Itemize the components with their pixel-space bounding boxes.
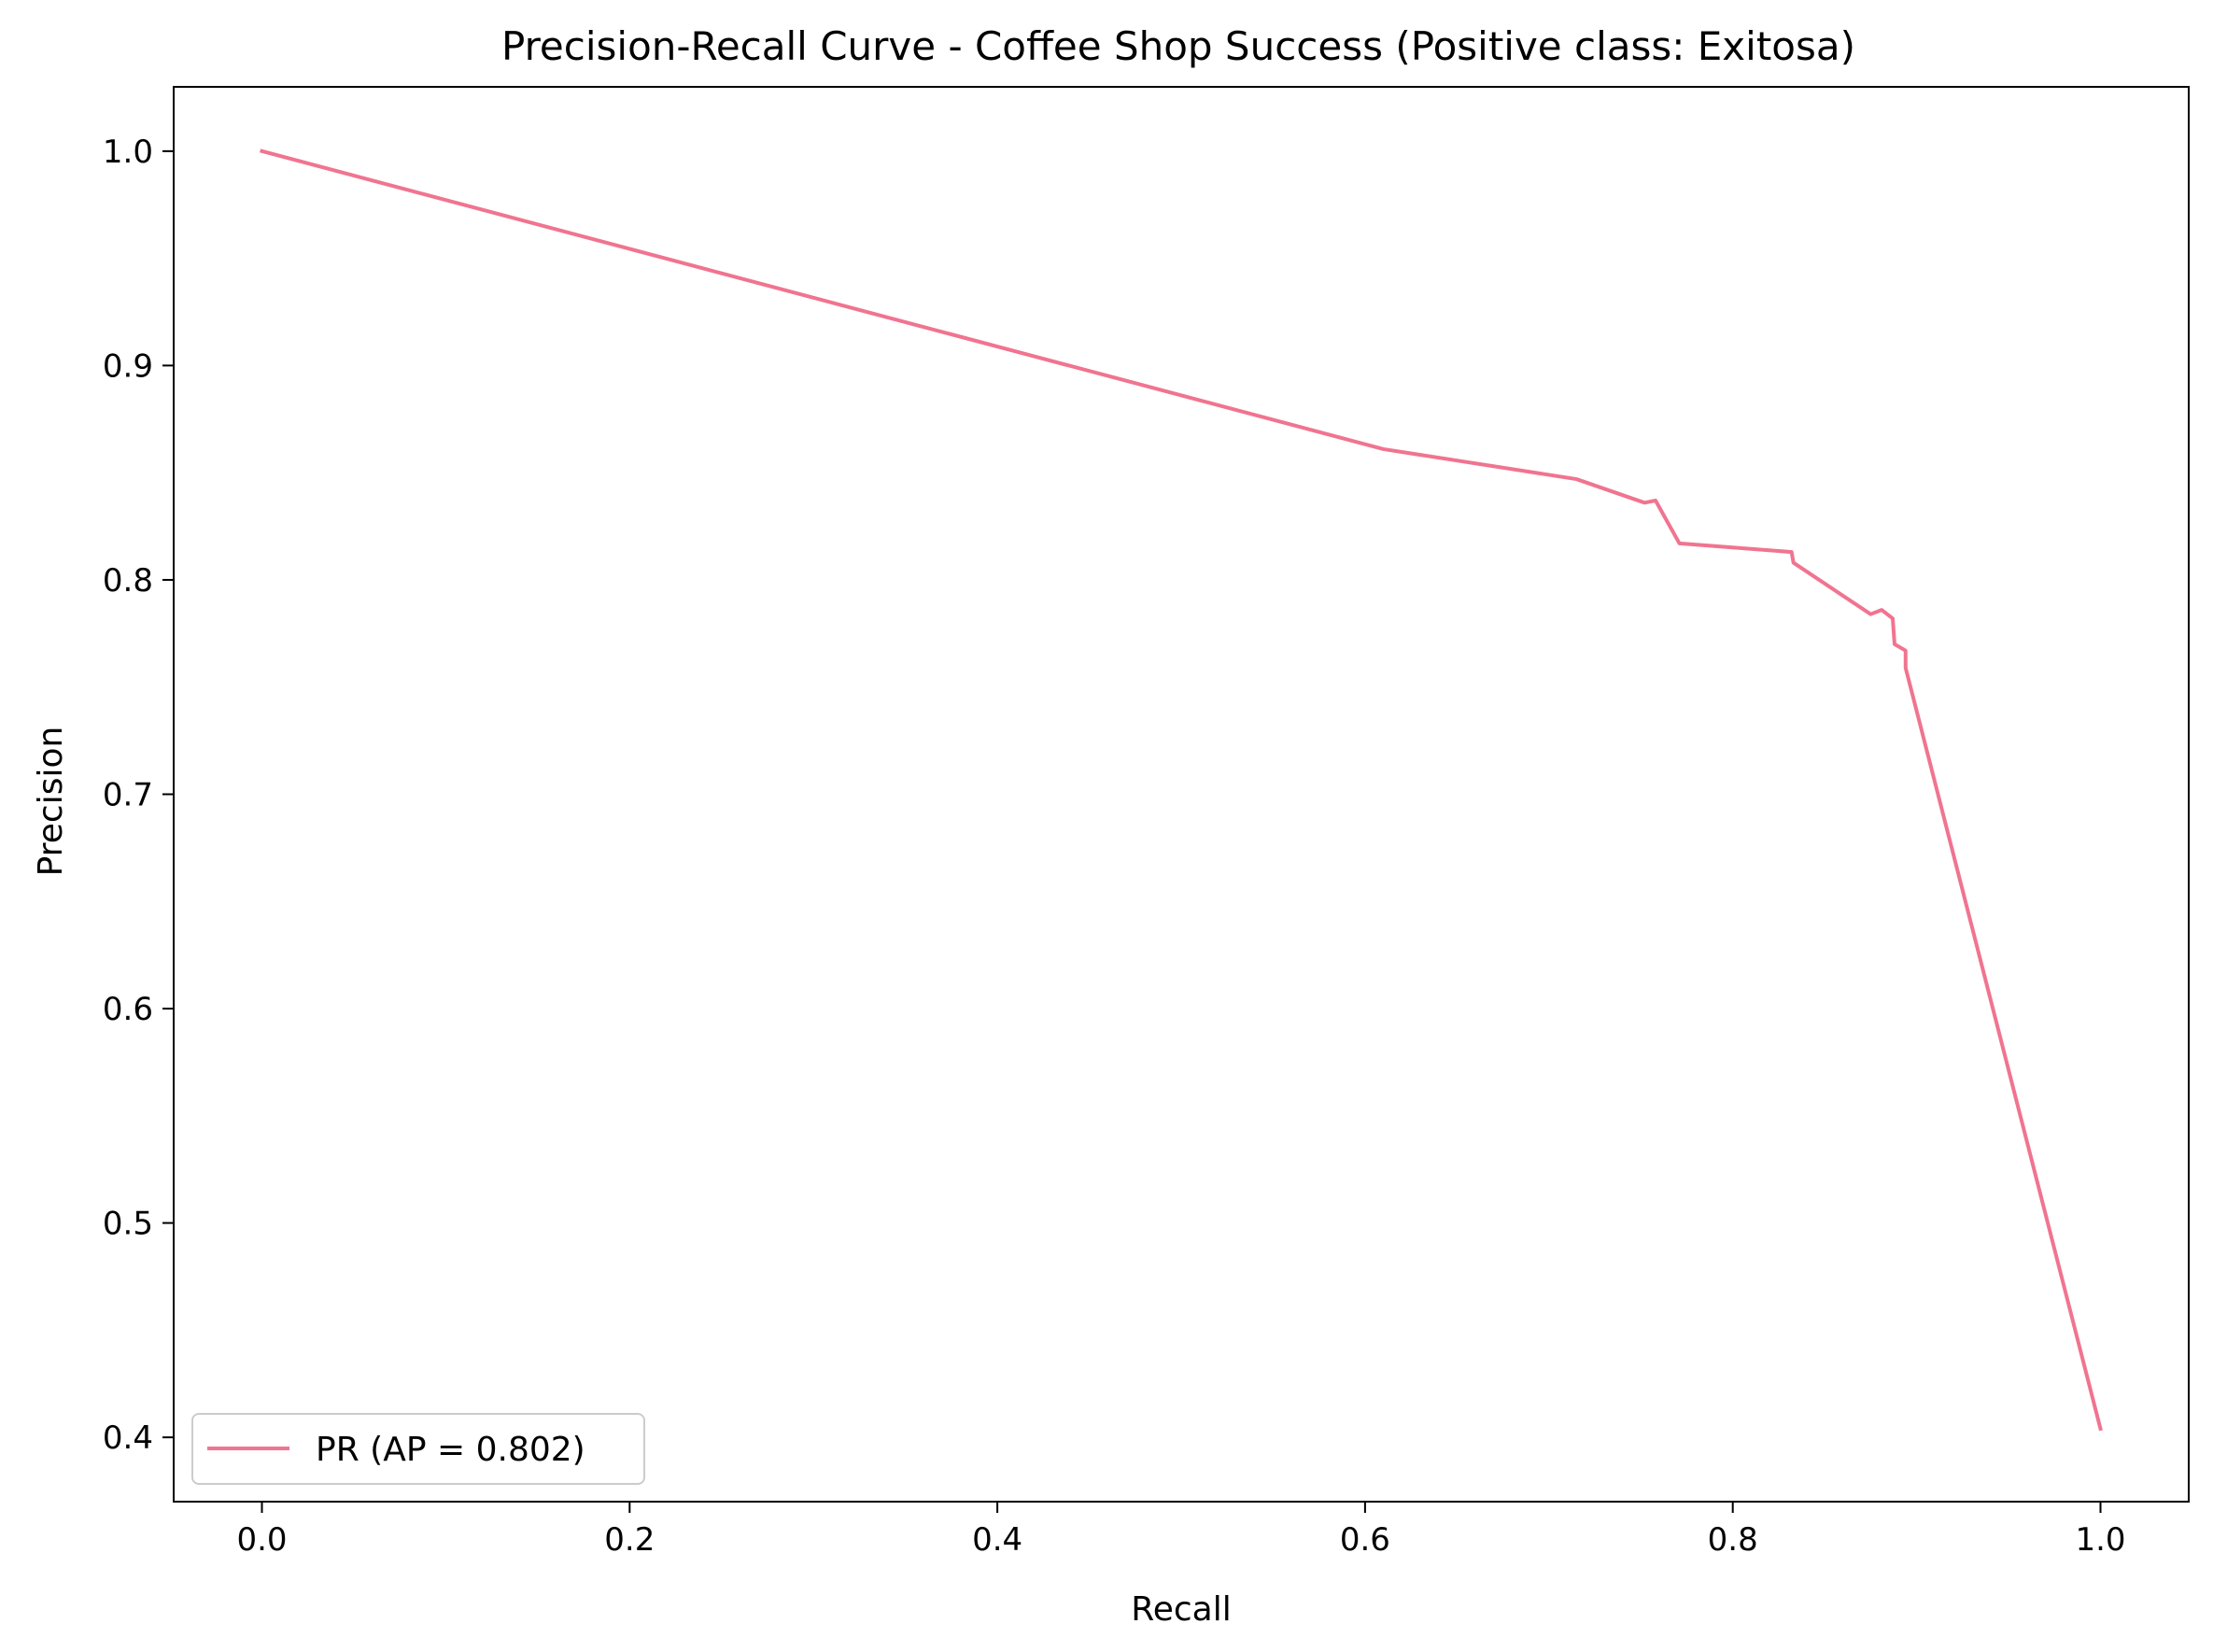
legend-label: PR (AP = 0.802): [316, 1431, 585, 1469]
y-tick-label: 0.6: [103, 991, 153, 1028]
series-group: [260, 148, 2103, 1432]
y-tick-label: 0.4: [103, 1419, 153, 1457]
chart-title: Precision-Recall Curve - Coffee Shop Suc…: [501, 23, 1855, 69]
x-axis-label: Recall: [1131, 1590, 1231, 1629]
y-tick-label: 1.0: [103, 134, 153, 171]
x-tick-label: 0.0: [236, 1521, 287, 1559]
x-axis-ticks: 0.0 0.2 0.4 0.6 0.8 1.0: [236, 1502, 2126, 1559]
legend-box: [191, 1413, 645, 1485]
y-axis-ticks: 0.4 0.5 0.6 0.7 0.8 0.9 1.0: [103, 134, 174, 1457]
x-tick-label: 0.8: [1708, 1521, 1758, 1559]
y-tick-label: 0.8: [103, 562, 153, 600]
plot-area: [173, 86, 2190, 1503]
x-tick-label: 0.6: [1340, 1521, 1390, 1559]
y-axis-label: Precision: [32, 727, 70, 877]
y-tick-label: 0.5: [103, 1206, 153, 1243]
y-tick-label: 0.7: [103, 777, 153, 814]
y-tick-label: 0.9: [103, 347, 153, 385]
x-tick-label: 1.0: [2075, 1521, 2125, 1559]
pr-curve-line: [260, 148, 2103, 1432]
x-tick-label: 0.2: [604, 1521, 655, 1559]
x-tick-label: 0.4: [972, 1521, 1022, 1559]
legend: PR (AP = 0.802): [191, 1413, 645, 1485]
